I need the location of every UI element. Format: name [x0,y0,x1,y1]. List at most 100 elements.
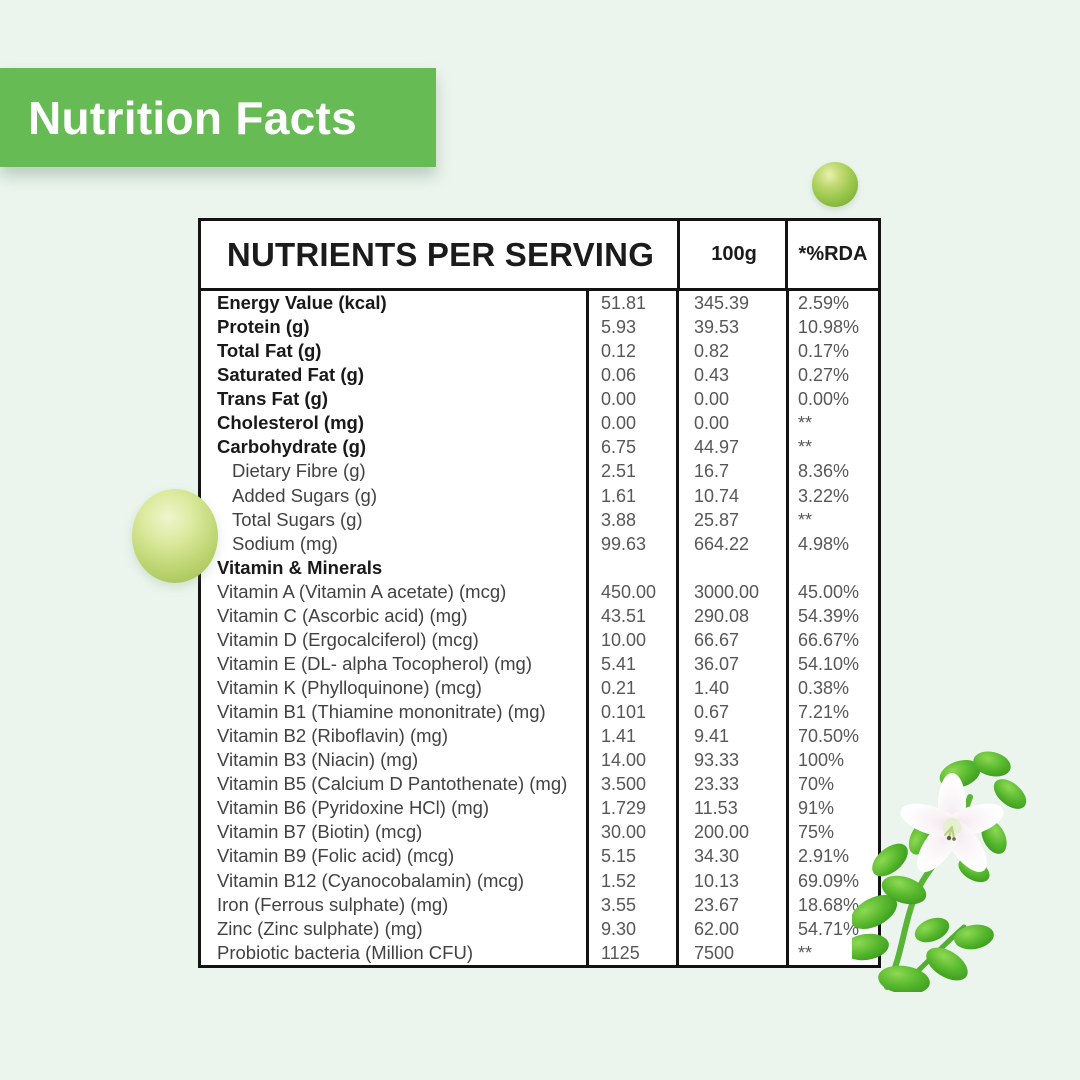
row-serving-value: 3.500 [601,774,647,795]
row-100g-value: 10.74 [694,485,740,506]
row-100g-value: 7500 [694,942,735,963]
pea-icon [812,162,858,207]
row-serving-value: 450.00 [601,581,657,602]
row-100g-value: 345.39 [694,293,750,314]
row-rda-value: 70.50% [798,726,860,747]
row-rda-value: 10.98% [798,317,860,338]
row-name: Cholesterol (mg) [217,412,364,434]
table-row: Total Sugars (g) 3.88 25.87 ** [201,508,878,532]
nutrition-table: NUTRIENTS PER SERVING 100g *%RDA Energy … [198,218,881,968]
row-serving-value: 0.06 [601,365,637,386]
row-rda-value: 75% [798,822,835,843]
table-row: Carbohydrate (g) 6.75 44.97 ** [201,435,878,459]
row-name: Vitamin A (Vitamin A acetate) (mcg) [217,580,507,602]
table-row: Vitamin B5 (Calcium D Pantothenate) (mg)… [201,772,878,796]
row-serving-value: 10.00 [601,629,647,650]
row-name: Protein (g) [217,316,310,338]
table-row: Vitamin B2 (Riboflavin) (mg) 1.41 9.41 7… [201,724,878,748]
row-name: Vitamin B7 (Biotin) (mcg) [217,821,423,843]
row-serving-value: 5.93 [601,317,637,338]
body-divider-1 [586,291,589,965]
table-row: Vitamin B6 (Pyridoxine HCl) (mg) 1.729 1… [201,796,878,820]
row-serving-value: 43.51 [601,605,647,626]
table-row: Cholesterol (mg) 0.00 0.00 ** [201,411,878,435]
row-rda-value: 7.21% [798,702,850,723]
row-serving-value: 0.21 [601,678,637,699]
row-rda-value: 54.10% [798,653,860,674]
row-100g-value: 200.00 [694,822,750,843]
row-rda-value: 2.91% [798,846,850,867]
header-divider-2 [785,221,788,288]
row-100g-value: 62.00 [694,918,740,939]
row-serving-value: 2.51 [601,461,637,482]
row-name: Trans Fat (g) [217,388,329,410]
table-row: Vitamin B3 (Niacin) (mg) 14.00 93.33 100… [201,748,878,772]
row-100g-value: 0.43 [694,365,730,386]
row-name: Probiotic bacteria (Million CFU) [217,941,473,963]
row-100g-value: 16.7 [694,461,730,482]
header-nutrients-per-serving: NUTRIENTS PER SERVING [226,235,655,273]
row-serving-value: 3.88 [601,509,637,530]
row-serving-value: 99.63 [601,533,647,554]
table-row: Vitamin & Minerals [201,556,878,580]
table-row: Added Sugars (g) 1.61 10.74 3.22% [201,484,878,508]
row-name: Dietary Fibre (g) [232,460,366,482]
row-rda-value: 54.39% [798,605,860,626]
row-rda-value: 0.00% [798,389,850,410]
table-row: Vitamin C (Ascorbic acid) (mg) 43.51 290… [201,604,878,628]
table-row: Saturated Fat (g) 0.06 0.43 0.27% [201,363,878,387]
table-row: Iron (Ferrous sulphate) (mg) 3.55 23.67 … [201,893,878,917]
row-rda-value: ** [798,413,813,434]
row-name: Vitamin B6 (Pyridoxine HCl) (mg) [217,797,490,819]
row-rda-value: ** [798,437,813,458]
row-rda-value: ** [798,942,813,963]
row-serving-value: 1.61 [601,485,637,506]
row-100g-value: 3000.00 [694,581,760,602]
row-name: Vitamin E (DL- alpha Tocopherol) (mg) [217,652,532,674]
row-serving-value: 14.00 [601,750,647,771]
row-rda-value: 2.59% [798,293,850,314]
row-100g-value: 1.40 [694,678,730,699]
row-serving-value: 0.00 [601,413,637,434]
row-name: Vitamin B12 (Cyanocobalamin) (mcg) [217,869,525,891]
row-serving-value: 1.729 [601,798,647,819]
row-100g-value: 36.07 [694,653,740,674]
row-100g-value: 39.53 [694,317,740,338]
pea-icon [132,489,218,583]
row-rda-value: 54.71% [798,918,860,939]
row-100g-value: 44.97 [694,437,740,458]
row-100g-value: 664.22 [694,533,750,554]
row-name: Vitamin D (Ergocalciferol) (mcg) [217,628,479,650]
table-row: Probiotic bacteria (Million CFU) 1125 75… [201,941,878,965]
row-serving-value: 0.12 [601,341,637,362]
row-serving-value: 51.81 [601,293,647,314]
row-100g-value: 10.13 [694,870,740,891]
table-body: Energy Value (kcal) 51.81 345.39 2.59% P… [201,291,878,965]
row-rda-value: 18.68% [798,894,860,915]
row-name: Vitamin C (Ascorbic acid) (mg) [217,604,468,626]
row-name: Energy Value (kcal) [217,292,387,314]
table-row: Vitamin A (Vitamin A acetate) (mcg) 450.… [201,580,878,604]
row-rda-value: 8.36% [798,461,850,482]
row-rda-value: 66.67% [798,629,860,650]
row-serving-value: 9.30 [601,918,637,939]
row-rda-value: 4.98% [798,533,850,554]
row-name: Vitamin & Minerals [217,556,383,578]
row-100g-value: 0.82 [694,341,730,362]
header-divider-1 [677,221,680,288]
brahmi-plant-flower-icon [852,751,1027,992]
row-name: Added Sugars (g) [232,484,378,506]
row-rda-value: 0.38% [798,678,850,699]
row-serving-value: 6.75 [601,437,637,458]
row-name: Vitamin B1 (Thiamine mononitrate) (mg) [217,701,546,723]
row-serving-value: 5.41 [601,653,637,674]
row-serving-value: 1125 [601,942,640,963]
table-row: Total Fat (g) 0.12 0.82 0.17% [201,339,878,363]
table-row: Vitamin K (Phylloquinone) (mcg) 0.21 1.4… [201,676,878,700]
row-name: Total Fat (g) [217,340,322,362]
table-row: Protein (g) 5.93 39.53 10.98% [201,315,878,339]
table-row: Vitamin D (Ergocalciferol) (mcg) 10.00 6… [201,628,878,652]
row-100g-value: 66.67 [694,629,740,650]
row-100g-value: 93.33 [694,750,740,771]
row-rda-value: 0.27% [798,365,850,386]
